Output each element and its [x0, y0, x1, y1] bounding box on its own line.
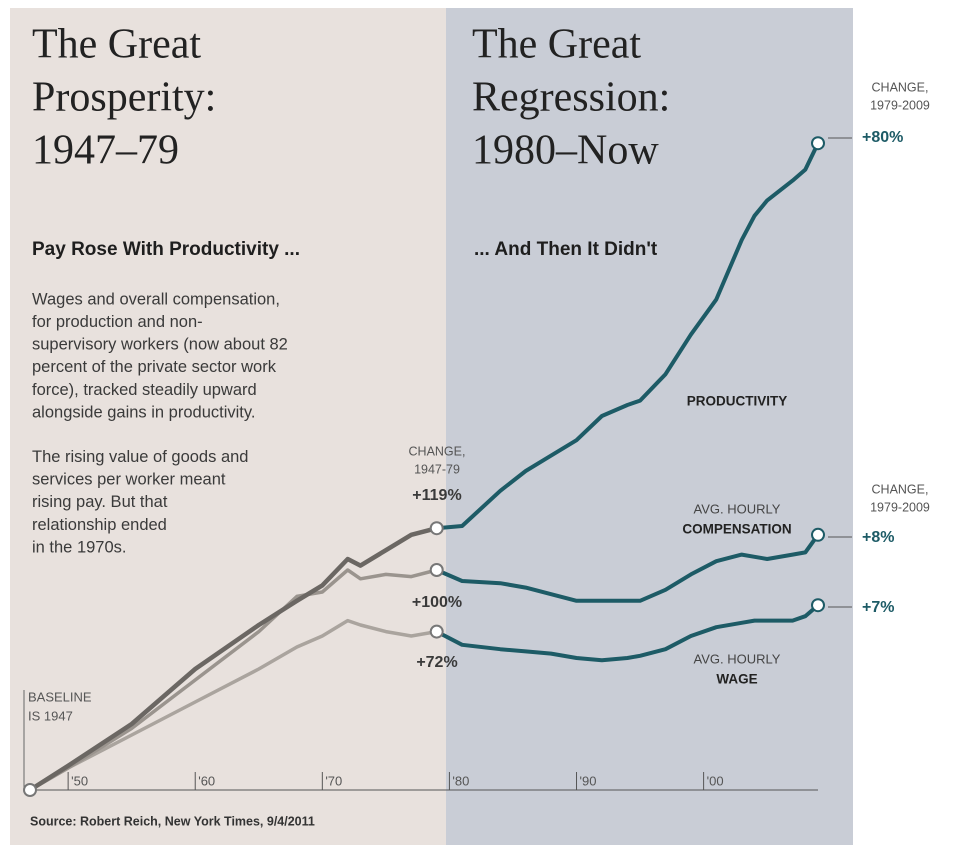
paragraph-line: The rising value of goods and [32, 448, 248, 466]
series-label: AVG. HOURLY [694, 501, 781, 516]
series-line [435, 533, 820, 603]
end-change-label: 1979-2009 [870, 500, 930, 514]
x-tick-label: '80 [452, 773, 469, 788]
end-change-value: +7% [862, 599, 894, 616]
series-label: WAGE [716, 672, 757, 687]
end-marker [811, 598, 825, 613]
left-title: The Great [32, 22, 201, 68]
end-change-label: 1979-2009 [870, 98, 930, 112]
paragraph-line: for production and non- [32, 313, 203, 331]
paragraph-line: percent of the private sector work [32, 358, 277, 376]
paragraphs: Wages and overall compensation, for produ… [32, 290, 288, 556]
x-tick-label: '50 [71, 773, 88, 788]
source: Source: Robert Reich, New York Times, 9/… [30, 814, 315, 828]
x-tick-label: '90 [580, 773, 597, 788]
right-title: Regression: [472, 75, 670, 121]
origin-marker [23, 783, 37, 797]
end-marker [811, 527, 825, 542]
paragraph-line: Wages and overall compensation, [32, 290, 280, 308]
series-label: COMPENSATION [682, 522, 791, 537]
left-title: Prosperity: [32, 75, 216, 121]
series-label: AVG. HOURLY [694, 651, 781, 666]
end-marker [429, 563, 444, 577]
mid-change-value: +100% [412, 594, 462, 611]
right-panel [446, 8, 853, 845]
series-line [29, 618, 437, 792]
end-change-label: CHANGE, [872, 80, 929, 94]
series-line [436, 142, 820, 531]
baseline-label: BASELINE [28, 689, 92, 704]
end-change-value: +80% [862, 129, 903, 146]
mid-change-value: +119% [412, 487, 461, 504]
mid-change-label: 1947-79 [414, 462, 460, 476]
mid-change-value: +72% [416, 654, 457, 671]
paragraph-line: relationship ended [32, 516, 167, 534]
series-line [435, 603, 820, 663]
right-title: 1980–Now [472, 128, 659, 174]
paragraph-line: in the 1970s. [32, 538, 127, 556]
mid-change-label: CHANGE, [409, 444, 466, 458]
paragraph-line: force), tracked steadily upward [32, 381, 257, 399]
end-marker [429, 521, 444, 536]
end-marker [429, 624, 444, 639]
right-title: The Great [472, 22, 641, 68]
baseline-label: IS 1947 [28, 708, 73, 723]
end-change-value: +8% [862, 529, 894, 546]
paragraph-line: supervisory workers (now about 82 [32, 336, 288, 354]
x-tick-label: '70 [325, 773, 342, 788]
left-panel [10, 8, 446, 845]
series-line [28, 526, 438, 792]
x-tick-label: '60 [198, 773, 215, 788]
paragraph-line: alongside gains in productivity. [32, 403, 256, 421]
right-subtitle: ... And Then It Didn't [474, 239, 658, 260]
x-tick-label: '00 [707, 773, 724, 788]
left-title: 1947–79 [32, 128, 179, 174]
series-label: PRODUCTIVITY [687, 394, 788, 409]
paragraph-line: rising pay. But that [32, 493, 168, 511]
left-subtitle: Pay Rose With Productivity ... [32, 239, 300, 260]
paragraph-line: services per worker meant [32, 471, 226, 489]
end-marker [811, 136, 825, 151]
end-change-label: CHANGE, [872, 482, 929, 496]
